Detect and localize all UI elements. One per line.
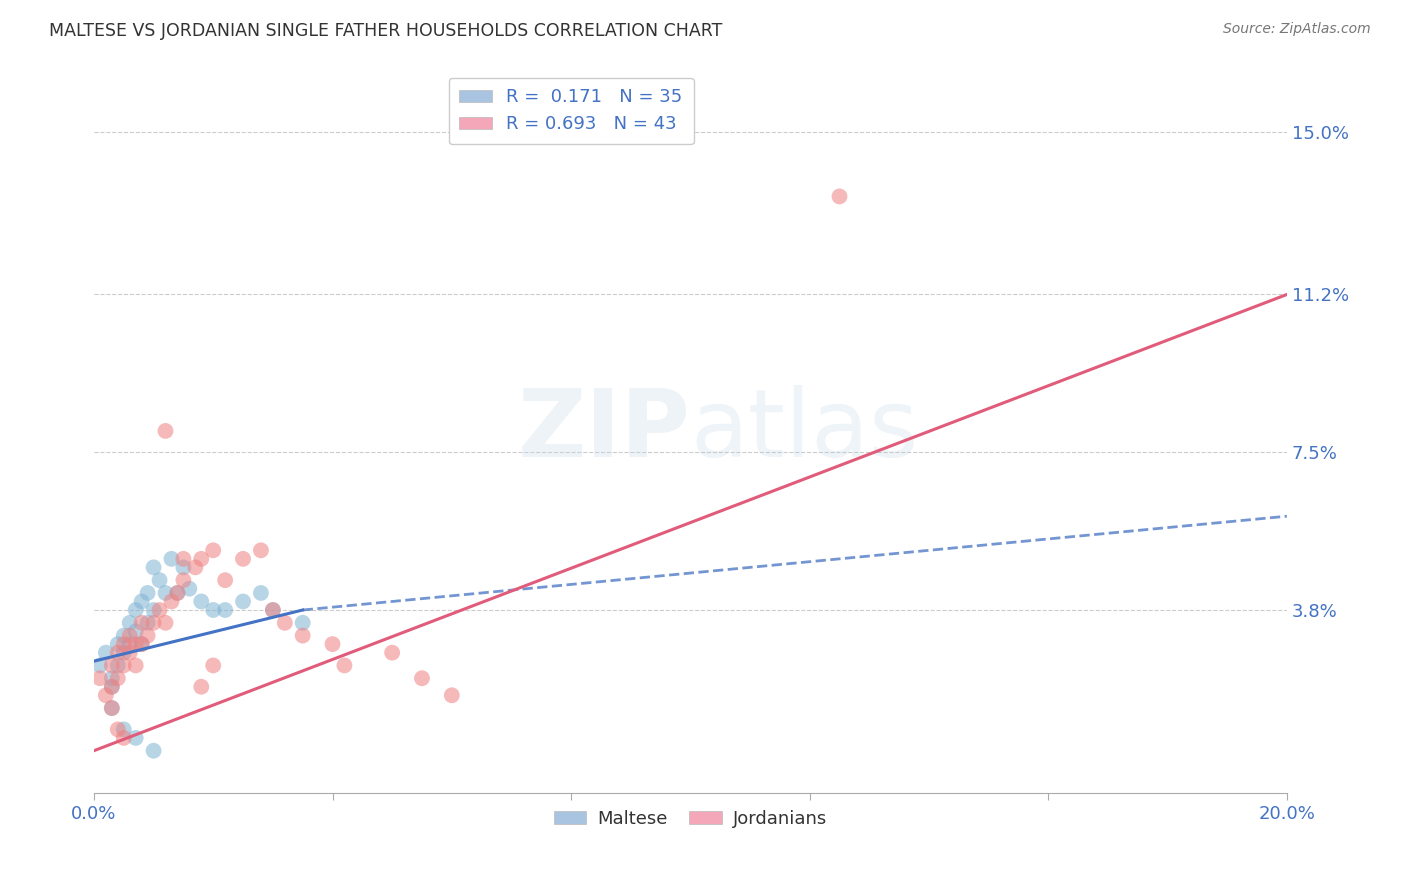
Point	[131, 594, 153, 608]
Point	[440, 688, 463, 702]
Point	[101, 671, 124, 685]
Point	[125, 731, 148, 745]
Point	[214, 573, 236, 587]
Point	[107, 658, 129, 673]
Point	[202, 658, 225, 673]
Point	[262, 603, 284, 617]
Point	[125, 603, 148, 617]
Point	[274, 615, 297, 630]
Point	[125, 637, 148, 651]
Point	[321, 637, 343, 651]
Point	[112, 646, 135, 660]
Point	[232, 594, 254, 608]
Point	[232, 552, 254, 566]
Point	[118, 646, 141, 660]
Point	[125, 658, 148, 673]
Point	[190, 552, 212, 566]
Point	[94, 688, 117, 702]
Text: MALTESE VS JORDANIAN SINGLE FATHER HOUSEHOLDS CORRELATION CHART: MALTESE VS JORDANIAN SINGLE FATHER HOUSE…	[49, 22, 723, 40]
Point	[107, 637, 129, 651]
Point	[136, 629, 159, 643]
Point	[101, 658, 124, 673]
Point	[166, 586, 188, 600]
Point	[101, 701, 124, 715]
Point	[333, 658, 356, 673]
Point	[118, 629, 141, 643]
Point	[250, 543, 273, 558]
Point	[148, 573, 170, 587]
Point	[142, 744, 165, 758]
Point	[112, 629, 135, 643]
Point	[172, 560, 194, 574]
Point	[131, 637, 153, 651]
Point	[89, 658, 111, 673]
Point	[160, 552, 183, 566]
Point	[184, 560, 207, 574]
Point	[179, 582, 201, 596]
Text: atlas: atlas	[690, 385, 918, 477]
Point	[828, 189, 851, 203]
Point	[190, 680, 212, 694]
Point	[89, 671, 111, 685]
Point	[125, 624, 148, 639]
Point	[112, 637, 135, 651]
Point	[107, 723, 129, 737]
Point	[112, 723, 135, 737]
Point	[160, 594, 183, 608]
Point	[118, 637, 141, 651]
Text: Source: ZipAtlas.com: Source: ZipAtlas.com	[1223, 22, 1371, 37]
Point	[94, 646, 117, 660]
Point	[155, 424, 177, 438]
Point	[291, 615, 314, 630]
Point	[155, 586, 177, 600]
Point	[166, 586, 188, 600]
Point	[136, 586, 159, 600]
Point	[172, 552, 194, 566]
Point	[142, 603, 165, 617]
Point	[155, 615, 177, 630]
Point	[107, 671, 129, 685]
Point	[107, 646, 129, 660]
Point	[202, 543, 225, 558]
Point	[131, 637, 153, 651]
Point	[118, 615, 141, 630]
Point	[101, 701, 124, 715]
Point	[136, 615, 159, 630]
Point	[202, 603, 225, 617]
Point	[411, 671, 433, 685]
Point	[291, 629, 314, 643]
Point	[142, 615, 165, 630]
Point	[262, 603, 284, 617]
Point	[112, 658, 135, 673]
Point	[381, 646, 404, 660]
Point	[172, 573, 194, 587]
Point	[142, 560, 165, 574]
Legend: Maltese, Jordanians: Maltese, Jordanians	[547, 803, 834, 835]
Point	[214, 603, 236, 617]
Point	[131, 615, 153, 630]
Point	[250, 586, 273, 600]
Point	[190, 594, 212, 608]
Text: ZIP: ZIP	[517, 385, 690, 477]
Point	[101, 680, 124, 694]
Point	[148, 603, 170, 617]
Point	[101, 680, 124, 694]
Point	[112, 731, 135, 745]
